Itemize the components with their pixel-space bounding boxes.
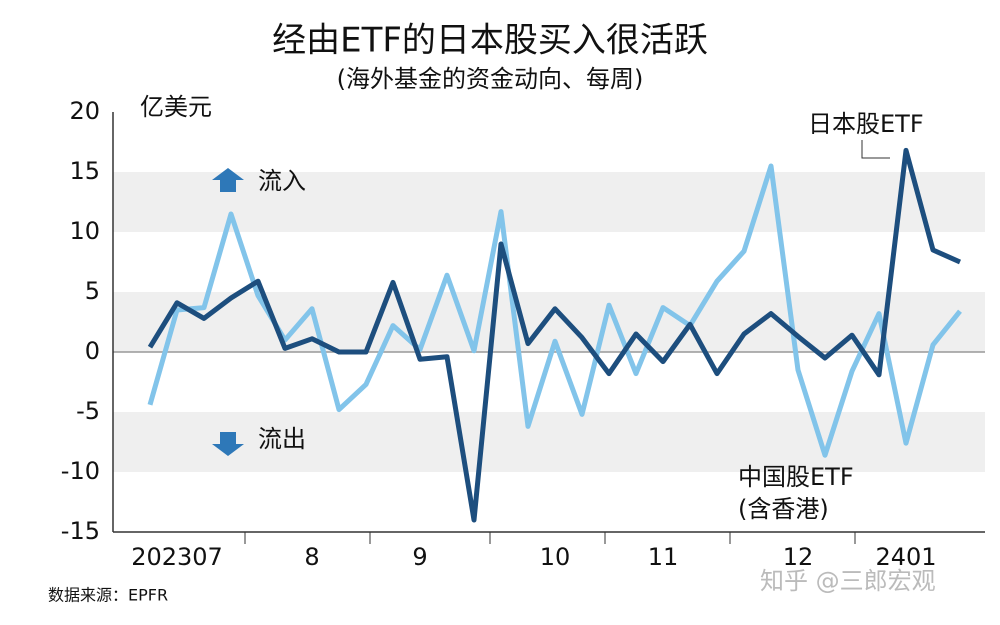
x-tick-label: 12 (783, 543, 814, 571)
chart-title: 经由ETF的日本股买入很活跃 (272, 21, 708, 61)
grid-band (113, 172, 985, 232)
chart-subtitle: (海外基金的资金动向、每周) (337, 65, 644, 93)
plot-area: -15 -10 -5 0 5 10 15 20 202307 8 9 10 11 12 2401 (61, 97, 985, 571)
series-note: (含香港) (738, 495, 829, 523)
grid-band (113, 412, 985, 472)
x-tick-label: 11 (648, 543, 679, 571)
y-unit: 亿美元 (140, 93, 212, 121)
y-tick-label: 15 (69, 157, 100, 185)
series-line (147, 147, 962, 523)
inflow-arrow (212, 168, 244, 192)
source: 数据来源：EPFR (48, 586, 168, 605)
y-tick-label: -10 (61, 457, 100, 485)
x-tick-label: 10 (540, 543, 571, 571)
y-tick-label: -15 (61, 517, 100, 545)
watermark: 知乎 @三郎宏观 (760, 567, 936, 595)
inflow-label: 流入 (258, 167, 306, 195)
y-tick-label: 0 (85, 337, 100, 365)
y-tick-label: 10 (69, 217, 100, 245)
y-tick-label: -5 (76, 397, 100, 425)
label-connector (861, 140, 890, 159)
x-tick-label: 8 (304, 543, 319, 571)
grid-band (113, 292, 985, 352)
outflow-arrow (212, 432, 244, 456)
x-tick-label: 202307 (131, 543, 223, 571)
y-tick-label: 20 (69, 97, 100, 125)
series-label: 中国股ETF (738, 463, 854, 491)
y-tick-label: 5 (85, 277, 100, 305)
outflow-label: 流出 (258, 425, 306, 453)
series-line (147, 163, 962, 458)
x-tick-label: 2401 (875, 543, 936, 571)
series-label: 日本股ETF (808, 110, 924, 138)
x-tick-label: 9 (412, 543, 427, 571)
